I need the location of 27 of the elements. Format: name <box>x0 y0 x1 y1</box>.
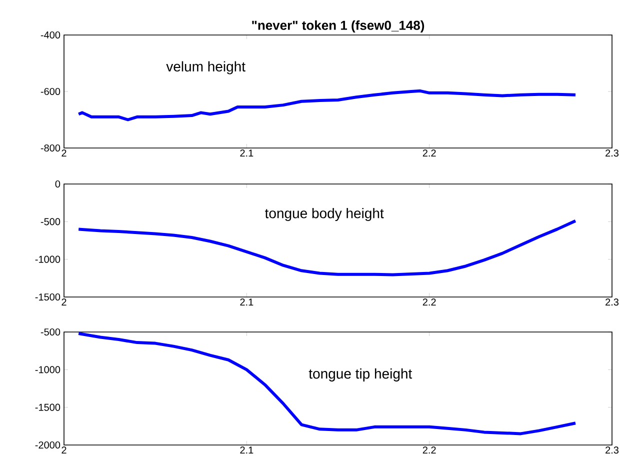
y-tick-label: -500 <box>40 328 60 336</box>
y-tick-label: -500 <box>40 218 60 226</box>
x-tick-label: 2.1 <box>240 150 254 156</box>
y-tick-label: -2000 <box>35 441 60 449</box>
y-tick-label: -800 <box>40 144 60 152</box>
annotation: velum height <box>166 61 246 74</box>
x-tick-label: 2.3 <box>606 150 619 157</box>
x-tick-label: 2.2 <box>422 298 436 306</box>
x-tick-label: 2.2 <box>422 446 436 454</box>
x-tick-label: 2 <box>62 446 66 454</box>
annotation: tongue tip height <box>308 368 412 382</box>
x-tick-label: 2.3 <box>606 298 619 306</box>
chart-title: "never" token 1 (fsew0_148) <box>252 20 424 32</box>
x-tick-label: 2 <box>62 150 66 156</box>
x-tick-label: 2.1 <box>240 298 254 306</box>
annotation: tongue body height <box>265 208 384 222</box>
x-tick-label: 2 <box>62 298 66 306</box>
x-tick-label: 2.1 <box>240 446 254 454</box>
y-tick-label: -400 <box>40 31 60 39</box>
y-tick-label: -1000 <box>35 256 60 263</box>
y-tick-label: -1500 <box>35 293 60 301</box>
y-tick-label: -1500 <box>35 404 60 411</box>
x-tick-label: 2.3 <box>606 446 619 454</box>
y-tick-label: -600 <box>40 88 60 96</box>
x-tick-label: 2.2 <box>422 150 436 156</box>
y-tick-label: 0 <box>55 180 60 188</box>
y-tick-label: -1000 <box>35 366 60 374</box>
